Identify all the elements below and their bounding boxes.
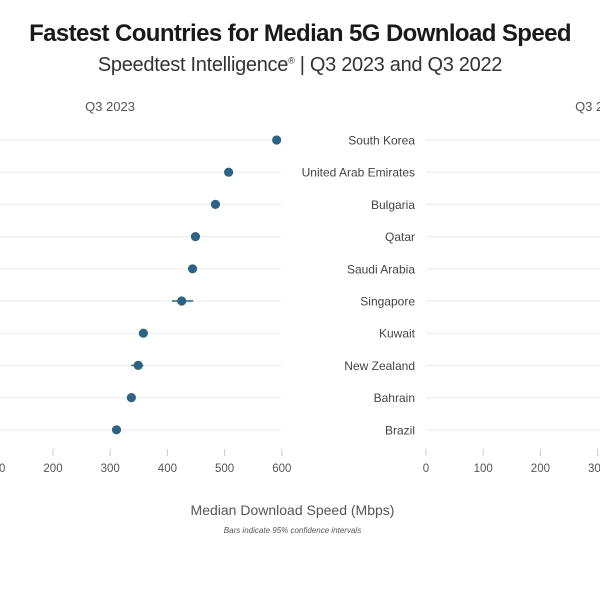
data-point <box>224 167 234 177</box>
x-tick-label: 100 <box>474 463 493 475</box>
panel-title: Q3 2022 <box>575 99 600 114</box>
data-point <box>126 393 136 403</box>
data-point <box>133 360 143 370</box>
subtitle-main: Speedtest Intelligence <box>97 54 289 76</box>
data-point <box>210 199 221 209</box>
x-tick-label: 200 <box>531 463 550 475</box>
x-tick-label: 300 <box>101 463 120 475</box>
data-point <box>177 296 187 306</box>
data-point <box>187 264 198 274</box>
country-label: Bahrain <box>374 391 415 405</box>
chart-note: Bars indicate 95% confidence intervals <box>223 526 362 535</box>
panel-title: Q3 2023 <box>85 99 135 114</box>
x-tick-label: 100 <box>0 463 5 475</box>
country-label: Bulgaria <box>371 198 415 212</box>
x-tick-label: 300 <box>588 463 600 475</box>
country-label: Saudi Arabia <box>347 262 415 276</box>
country-label: United Arab Emirates <box>302 166 415 180</box>
data-point <box>138 328 148 338</box>
data-point <box>111 425 122 435</box>
country-label: Singapore <box>360 295 415 309</box>
chart-subtitle: Speedtest Intelligence® | Q3 2023 and Q3… <box>0 54 600 77</box>
country-label: Brazil <box>385 423 415 437</box>
data-point <box>272 135 282 145</box>
country-label: New Zealand <box>344 359 415 373</box>
country-label: Qatar <box>385 230 415 244</box>
x-tick-label: 0 <box>423 463 429 475</box>
subtitle-rest: | Q3 2023 and Q3 2022 <box>299 54 503 76</box>
data-point <box>190 232 201 242</box>
chart-title: Fastest Countries for Median 5G Download… <box>29 20 571 47</box>
x-tick-label: 500 <box>215 463 234 475</box>
x-tick-label: 400 <box>158 463 177 475</box>
country-label: Kuwait <box>379 327 416 341</box>
x-tick-label: 200 <box>43 463 62 475</box>
x-tick-label: 600 <box>272 463 291 475</box>
country-label: South Korea <box>348 134 415 148</box>
registered-mark: ® <box>288 55 295 66</box>
x-axis-label: Median Download Speed (Mbps) <box>190 502 395 518</box>
